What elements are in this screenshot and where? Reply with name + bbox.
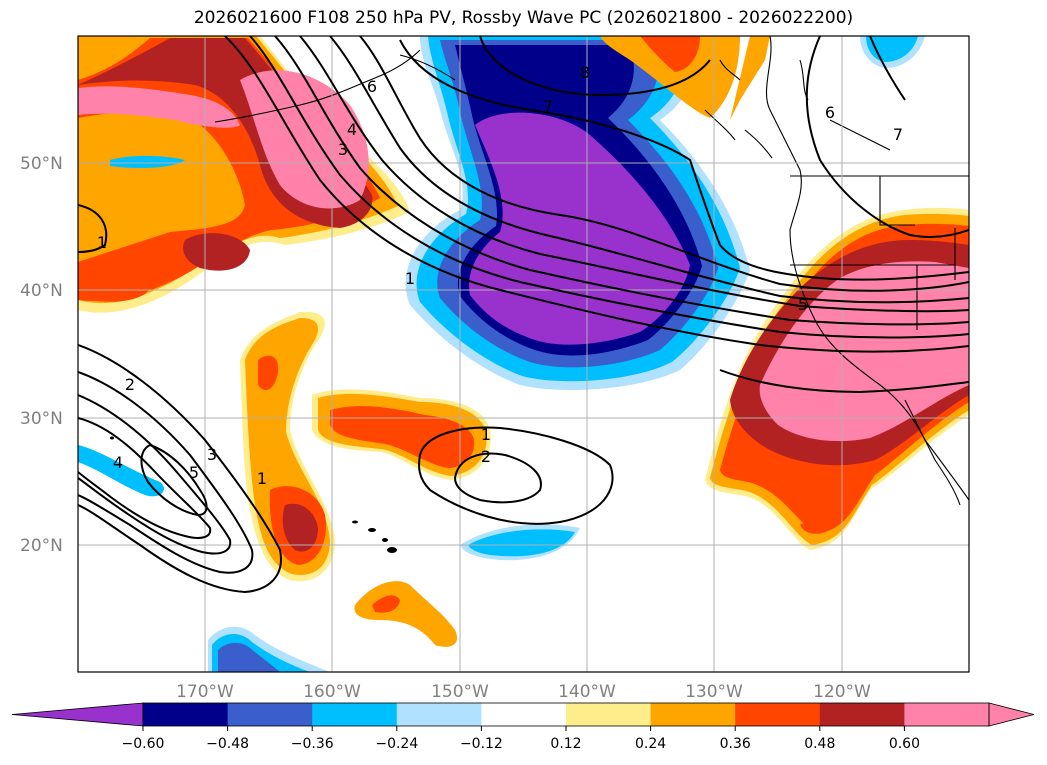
colorbar-segment	[650, 703, 736, 726]
colorbar-tick-label: −0.36	[291, 736, 334, 752]
contour-label: 6	[367, 77, 377, 96]
lon-label-130w: 130°W	[685, 682, 743, 702]
lon-label-120w: 120°W	[813, 682, 871, 702]
colorbar-tick-label: 0.60	[889, 736, 920, 752]
colorbar-segment	[312, 703, 398, 726]
colorbar-segment	[143, 703, 229, 726]
contour-label: 5	[189, 463, 199, 482]
colorbar-extend-min	[11, 702, 144, 727]
colorbar-segment	[735, 703, 821, 726]
contour-label: 1	[405, 269, 415, 288]
contour-label: 6	[825, 103, 835, 122]
lat-label-50n: 50°N	[20, 154, 63, 174]
map-frame	[77, 35, 970, 673]
lon-label-140w: 140°W	[558, 682, 616, 702]
colorbar-segment	[227, 703, 313, 726]
colorbar-tick-label: −0.60	[122, 736, 165, 752]
coastlines	[214, 36, 969, 506]
colorbar-tick-label: 0.48	[804, 736, 835, 752]
colorbar-segment	[481, 703, 567, 726]
contour-label: 2	[125, 375, 135, 394]
contour-label: 4	[347, 120, 357, 139]
contour-label: 4	[113, 453, 123, 472]
contour-label: 1	[97, 233, 107, 252]
colorbar: −0.60 −0.48 −0.36 −0.24 −0.12 0.12 0.24 0.36 0.4…	[11, 702, 1035, 752]
contour-label: 7	[893, 125, 903, 144]
lon-label-150w: 150°W	[431, 682, 489, 702]
colorbar-tick-label: −0.48	[206, 736, 249, 752]
lon-label-160w: 160°W	[303, 682, 361, 702]
colorbar-tick-label: 0.24	[635, 736, 666, 752]
colorbar-segment	[819, 703, 905, 726]
lat-label-30n: 30°N	[20, 409, 63, 429]
colorbar-tick-label: −0.24	[375, 736, 418, 752]
map-title: 2026021600 F108 250 hPa PV, Rossby Wave …	[193, 8, 854, 28]
islands	[110, 436, 397, 553]
colorbar-tick-label: 0.12	[550, 736, 581, 752]
colorbar-segment	[396, 703, 482, 726]
colorbar-tick-label: −0.12	[460, 736, 503, 752]
colorbar-tick-label: 0.36	[720, 736, 751, 752]
contour-label: 1	[257, 469, 267, 488]
contour-label: 5	[798, 295, 808, 314]
pv-contours	[78, 36, 969, 594]
contour-label: 1	[481, 425, 491, 444]
contour-label: 3	[207, 445, 217, 464]
colorbar-extend-max	[988, 702, 1035, 727]
colorbar-segment	[904, 703, 990, 726]
gridlines	[78, 36, 969, 672]
contour-label: 3	[338, 140, 348, 159]
latitude-labels: 50°N 40°N 30°N 20°N	[20, 154, 63, 556]
contour-label: 7	[543, 97, 553, 116]
pv-shading	[78, 36, 969, 672]
lat-label-20n: 20°N	[20, 536, 63, 556]
contour-label: 8	[580, 63, 590, 82]
lat-label-40n: 40°N	[20, 281, 63, 301]
colorbar-segment	[566, 703, 652, 726]
longitude-labels: 170°W 160°W 150°W 140°W 130°W 120°W	[176, 682, 871, 702]
contour-label: 2	[481, 447, 491, 466]
contour-labels: 1 2 3 4 5 6 7 8 1 2 3 4 5 1 1 6 7	[97, 63, 903, 488]
lon-label-170w: 170°W	[176, 682, 234, 702]
